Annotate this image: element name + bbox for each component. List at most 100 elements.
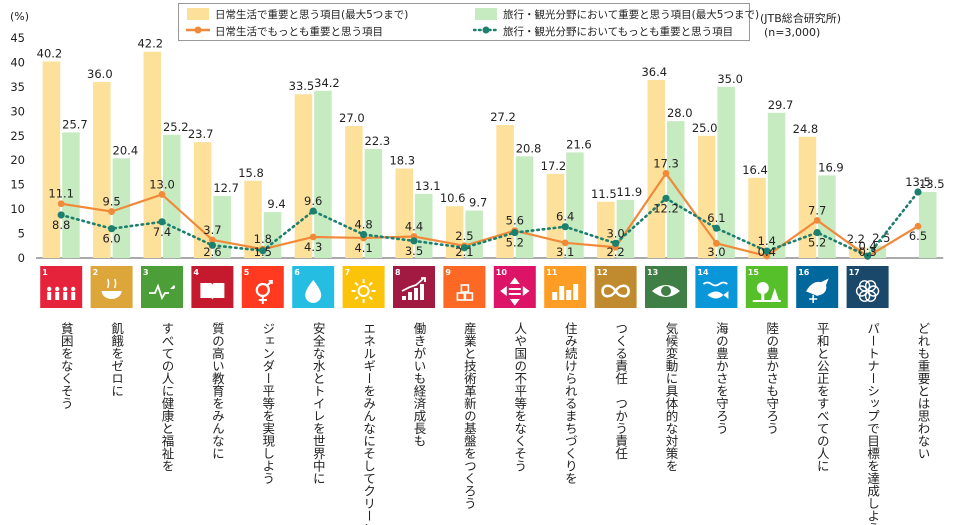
sdg-tile-number: 17	[849, 268, 860, 277]
bar-travel-value-label: 13.1	[415, 179, 441, 193]
cubes-icon	[456, 284, 474, 301]
line-daily-value-label: 11.1	[48, 187, 74, 201]
line-travel-value-label: 2.1	[455, 245, 473, 259]
sdg-tile: 13	[645, 266, 687, 308]
bar-daily-value-label: 40.2	[37, 46, 63, 60]
line-travel-point	[612, 239, 620, 247]
line-travel-value-label: 12.2	[653, 201, 679, 215]
bar-daily-value-label: 17.2	[541, 159, 567, 173]
line-daily-value-label: 2.2	[606, 245, 624, 259]
people-icon-part	[71, 286, 76, 292]
bowl-icon-part	[101, 291, 122, 299]
growth-chart-icon	[401, 277, 426, 300]
sdg-tile-number: 6	[294, 268, 300, 277]
sdg-tile: 15	[745, 266, 788, 308]
bar-daily	[42, 61, 61, 258]
line-travel-value-label: 7.4	[153, 225, 171, 239]
growth-chart-icon-part	[401, 277, 426, 292]
sdg-tile-number: 8	[395, 268, 401, 277]
line-travel-point	[460, 244, 468, 252]
water-drop-icon-part	[305, 280, 322, 303]
line-travel-point	[511, 228, 519, 237]
sun-icon-part	[357, 285, 370, 297]
sdg-tile-number: 4	[193, 268, 199, 277]
line-travel-value-label: 6.1	[707, 211, 725, 225]
bar-travel	[163, 134, 181, 258]
category-label: 平和と公正をすべての人に	[815, 322, 830, 472]
line-travel-point	[208, 241, 216, 249]
category-label: 住み続けられるまちづくりを	[563, 322, 578, 485]
category-label: つくる責任 つかう責任	[613, 322, 628, 460]
line-daily-value-label: 4.1	[354, 241, 372, 255]
line-travel-most-important	[59, 190, 920, 258]
sdg-tile: 16	[796, 266, 839, 308]
chart-legend: 日常生活で重要と思う項目(最大5つまで) 旅行・観光分野において重要と思う項目(…	[178, 3, 759, 41]
bar-travel	[717, 86, 735, 258]
line-travel-value-label: 1.4	[758, 234, 776, 248]
bar-daily	[798, 136, 817, 258]
line-daily-value-label: 5.6	[506, 214, 524, 228]
bar-travel	[767, 112, 786, 258]
bar-daily-value-label: 33.5	[289, 79, 315, 93]
line-daily-point	[108, 208, 115, 215]
fish-icon-part	[707, 291, 729, 299]
line-daily-point	[209, 236, 216, 244]
bar-travel-value-label: 20.4	[113, 143, 139, 157]
sdg-tile-number: 5	[244, 268, 250, 277]
sdg-tile: 11	[544, 266, 587, 308]
bar-daily	[849, 247, 867, 258]
legend-swatch-bar-daily	[187, 8, 209, 20]
bar-travel-value-label: 9.7	[469, 196, 487, 210]
tree-icon-part	[756, 282, 769, 294]
line-daily-value-label: 3.0	[707, 245, 725, 259]
bar-travel-value-label: 20.8	[516, 141, 542, 155]
line-daily-point	[662, 170, 670, 177]
heartbeat-icon-part	[149, 283, 169, 301]
tree-icon	[752, 282, 781, 302]
line-daily-point	[713, 239, 720, 247]
sdg-tile: 17	[846, 266, 889, 308]
equal-arrows-icon	[500, 277, 530, 306]
sdg-tile-number: 11	[546, 268, 558, 277]
cubes-icon-part	[456, 292, 466, 301]
dove-icon-part	[806, 278, 829, 303]
category-label: 安全な水とトイレを世界中に	[311, 321, 326, 485]
bar-daily-value-label: 36.0	[87, 67, 113, 81]
sdg-tile-number: 9	[445, 268, 451, 277]
y-tick-label: 10	[10, 202, 25, 216]
sdg-tile-number: 7	[345, 268, 351, 277]
line-daily-value-label: 0.3	[858, 245, 876, 259]
bar-daily-value-label: 27.0	[339, 111, 365, 125]
buildings-icon-part	[559, 286, 565, 300]
people-icon-part	[55, 292, 60, 300]
bar-travel	[667, 121, 685, 258]
bar-daily	[143, 51, 161, 258]
heartbeat-icon	[149, 283, 175, 301]
people-icon-part	[47, 292, 52, 300]
sdg-tile-background	[544, 266, 587, 308]
line-daily-value-label: 4.3	[304, 240, 322, 254]
buildings-icon-part	[552, 292, 558, 300]
cubes-icon-part	[460, 284, 470, 293]
tree-icon-part	[770, 288, 779, 300]
bar-daily-value-label: 2.2	[847, 232, 865, 246]
line-daily-value-label: 13.0	[149, 177, 175, 191]
sdg-tile-number: 3	[143, 268, 149, 277]
book-icon-part	[200, 283, 225, 300]
line-travel-point	[864, 252, 872, 260]
sdg-tile-background	[141, 266, 183, 308]
sdg-tile-background	[393, 266, 435, 308]
growth-chart-icon-part	[408, 292, 412, 300]
flower-rings-icon-part	[864, 280, 877, 292]
bar-travel-value-label: 21.6	[566, 137, 592, 151]
bar-daily-value-label: 42.2	[137, 37, 163, 51]
sdg-tile: 5	[241, 266, 284, 308]
sdg-tile: 7	[342, 266, 385, 308]
line-travel-value-label: 6.0	[102, 232, 120, 246]
sdg-tile-background	[443, 266, 486, 308]
bar-daily-value-label: 16.4	[742, 163, 768, 177]
infinity-icon	[601, 284, 630, 298]
bar-travel-value-label: 34.2	[314, 76, 340, 90]
line-daily-value-label: 7.7	[808, 203, 826, 217]
